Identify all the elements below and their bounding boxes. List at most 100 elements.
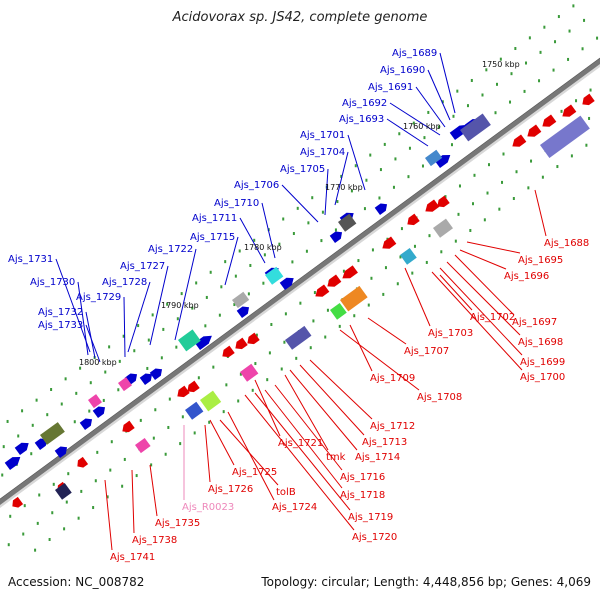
tick-mark — [255, 333, 258, 337]
tick-mark — [413, 244, 416, 248]
tick-mark — [278, 242, 281, 246]
reverse-gene-label: tolB — [276, 487, 296, 498]
tick-mark — [162, 327, 165, 331]
tick-mark — [31, 423, 34, 427]
tick-mark — [412, 121, 415, 125]
tick-mark — [543, 25, 546, 29]
gene-block — [200, 390, 222, 412]
reverse-gene-arrow — [122, 420, 135, 433]
tick-mark — [487, 163, 490, 167]
tick-mark — [399, 255, 402, 259]
tick-mark — [554, 40, 557, 44]
gene-block — [340, 285, 368, 312]
forward-gene-arrow — [54, 446, 68, 458]
reverse-gene-label: Ajs_1695 — [518, 255, 563, 266]
genome-title: Acidovorax sp. JS42, complete genome — [172, 10, 428, 25]
tick-mark — [596, 36, 599, 40]
gene-block — [178, 329, 201, 352]
tick-mark — [30, 452, 33, 456]
tick-mark — [444, 195, 447, 199]
tick-mark — [220, 285, 223, 289]
tick-mark — [572, 4, 575, 8]
genome-backbone — [0, 57, 600, 508]
tick-mark — [457, 212, 460, 216]
tick-mark — [340, 174, 343, 178]
reverse-gene-label: Ajs_1718 — [340, 490, 385, 501]
tick-mark — [567, 57, 570, 61]
tick-mark — [515, 170, 518, 174]
reverse-gene-arrow — [177, 385, 190, 398]
reverse-gene-arrow — [342, 265, 358, 279]
tick-mark — [222, 410, 225, 414]
tick-mark — [309, 346, 312, 350]
tick-mark — [336, 200, 339, 204]
tick-mark — [421, 164, 424, 168]
tick-mark — [382, 292, 385, 296]
reverse-gene-arrow — [77, 456, 89, 468]
tick-mark — [311, 196, 314, 200]
tick-mark — [263, 253, 266, 257]
tick-mark — [538, 79, 541, 83]
forward-gene-arrow — [139, 373, 153, 385]
label-leader-line — [389, 102, 441, 136]
tick-mark — [104, 370, 107, 374]
tick-mark — [80, 489, 83, 493]
reverse-gene-arrow — [437, 195, 450, 208]
tick-mark — [367, 303, 370, 307]
label-leader-line — [347, 134, 366, 191]
forward-gene-label: Ajs_1701 — [300, 130, 345, 141]
tick-mark — [583, 18, 586, 22]
tick-mark — [204, 324, 207, 328]
tick-mark — [137, 324, 140, 328]
tick-mark — [378, 196, 381, 200]
tick-mark — [224, 260, 227, 264]
tick-mark — [494, 111, 497, 115]
reverse-gene-label: Ajs_1724 — [272, 502, 317, 513]
tick-mark — [102, 398, 105, 402]
tick-mark — [75, 391, 78, 395]
label-leader-line — [466, 241, 521, 254]
tick-mark — [208, 420, 211, 424]
label-leader-line — [284, 374, 329, 451]
gene-block — [232, 291, 250, 309]
tick-mark — [164, 452, 167, 456]
label-leader-lines — [55, 52, 547, 551]
gene-block — [433, 218, 453, 238]
tick-mark — [52, 482, 55, 486]
label-leader-line — [427, 69, 451, 121]
tick-mark — [437, 125, 440, 129]
tick-mark — [342, 269, 345, 273]
tick-mark — [92, 506, 95, 510]
label-leader-line — [227, 411, 275, 501]
reverse-gene-arrow — [222, 345, 235, 358]
tick-mark — [296, 206, 299, 210]
label-leader-line — [204, 424, 211, 483]
tick-mark — [9, 514, 12, 518]
tick-mark — [139, 418, 142, 422]
tick-mark — [88, 409, 91, 413]
reverse-gene-label: Ajs_1699 — [520, 357, 565, 368]
tick-mark — [205, 295, 208, 299]
reverse-gene-arrow — [582, 93, 595, 106]
kbp-scale-label: 1780 kbp — [244, 243, 282, 252]
reverse-gene-arrow — [562, 104, 577, 117]
forward-gene-label: Ajs_1733 — [38, 320, 83, 331]
tick-mark — [133, 349, 136, 353]
forward-gene-label: Ajs_1731 — [8, 254, 53, 265]
tick-mark — [209, 270, 212, 274]
tick-mark — [233, 303, 236, 307]
tick-mark — [280, 367, 283, 371]
tick-mark — [247, 292, 250, 296]
gene-block — [425, 149, 443, 167]
forward-gene-label: Ajs_1732 — [38, 307, 83, 318]
reverse-gene-label: Ajs_1709 — [370, 373, 415, 384]
reverse-gene-arrow — [327, 274, 342, 287]
label-leader-line — [459, 249, 507, 270]
gene-block — [338, 213, 357, 232]
tick-mark — [470, 78, 473, 82]
forward-gene-label: Ajs_1728 — [102, 277, 147, 288]
tick-mark — [60, 402, 63, 406]
tick-mark — [427, 110, 430, 114]
reverse-gene-arrow — [512, 134, 527, 147]
tick-mark — [151, 313, 154, 317]
